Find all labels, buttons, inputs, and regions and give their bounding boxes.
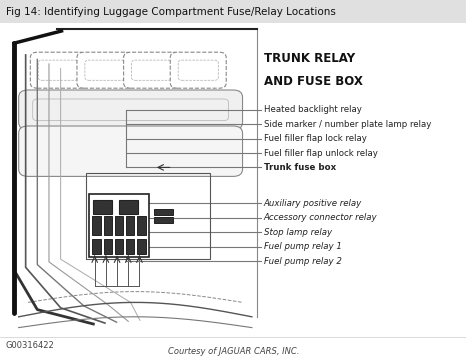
- FancyBboxPatch shape: [170, 52, 226, 88]
- Bar: [86, 173, 210, 259]
- Bar: [154, 217, 173, 223]
- Bar: [103, 239, 112, 254]
- Bar: [115, 239, 123, 254]
- Bar: [103, 216, 112, 235]
- Bar: [92, 216, 101, 235]
- Bar: [137, 216, 146, 235]
- Bar: [126, 239, 134, 254]
- Text: Fuel filler flap unlock relay: Fuel filler flap unlock relay: [264, 149, 377, 158]
- Bar: [0, 0, 466, 23]
- Text: Courtesy of JAGUAR CARS, INC.: Courtesy of JAGUAR CARS, INC.: [167, 346, 299, 356]
- Text: Side marker / number plate lamp relay: Side marker / number plate lamp relay: [264, 120, 431, 129]
- Text: Accessory connector relay: Accessory connector relay: [264, 213, 377, 222]
- Text: TRUNK RELAY: TRUNK RELAY: [264, 52, 355, 65]
- Bar: [154, 209, 173, 215]
- Text: AND FUSE BOX: AND FUSE BOX: [264, 75, 363, 88]
- Text: Auxiliary positive relay: Auxiliary positive relay: [264, 199, 362, 208]
- FancyBboxPatch shape: [124, 52, 180, 88]
- Text: Fuel filler flap lock relay: Fuel filler flap lock relay: [264, 134, 366, 143]
- Bar: [93, 200, 112, 214]
- FancyBboxPatch shape: [77, 52, 133, 88]
- FancyBboxPatch shape: [18, 90, 243, 130]
- Text: Heated backlight relay: Heated backlight relay: [264, 105, 361, 114]
- Text: Trunk fuse box: Trunk fuse box: [264, 163, 336, 172]
- Bar: [115, 216, 123, 235]
- Text: Stop lamp relay: Stop lamp relay: [264, 228, 332, 237]
- Bar: [92, 239, 101, 254]
- Bar: [137, 239, 146, 254]
- Text: Fuel pump relay 2: Fuel pump relay 2: [264, 256, 341, 266]
- FancyBboxPatch shape: [30, 52, 86, 88]
- FancyBboxPatch shape: [18, 126, 243, 176]
- Bar: [126, 216, 134, 235]
- Text: Fig 14: Identifying Luggage Compartment Fuse/Relay Locations: Fig 14: Identifying Luggage Compartment …: [6, 7, 336, 17]
- Bar: [119, 200, 137, 214]
- Text: Fuel pump relay 1: Fuel pump relay 1: [264, 242, 341, 251]
- Text: G00316422: G00316422: [6, 341, 55, 350]
- Bar: [89, 194, 149, 257]
